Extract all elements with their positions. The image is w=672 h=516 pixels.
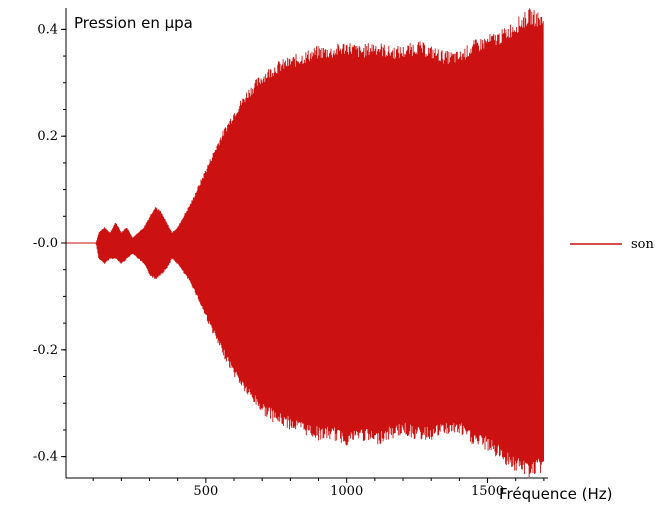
series-line-son <box>65 8 545 478</box>
y-ticks: 0.4 0.2 -0.0 -0.2 -0.4 <box>33 22 66 465</box>
plot-area <box>65 8 545 478</box>
x-ticks: 500 1000 1500 <box>92 478 545 499</box>
legend: son <box>570 237 654 252</box>
x-tick-label: 500 <box>193 484 218 499</box>
x-tick-label: 1000 <box>330 484 363 499</box>
y-tick-label: -0.4 <box>33 450 58 465</box>
x-tick-label: 1500 <box>471 484 504 499</box>
y-tick-label: -0.0 <box>33 236 58 251</box>
y-tick-label: 0.4 <box>37 22 58 37</box>
y-axis-title: Pression en µpa <box>74 14 193 32</box>
legend-label-son: son <box>631 237 654 252</box>
y-tick-label: -0.2 <box>33 343 58 358</box>
x-axis-title: Fréquence (Hz) <box>499 485 612 503</box>
y-tick-label: 0.2 <box>37 129 58 144</box>
